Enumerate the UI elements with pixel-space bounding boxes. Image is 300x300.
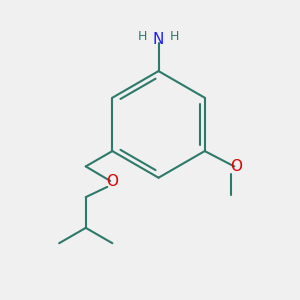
Text: H: H: [170, 31, 179, 44]
Text: O: O: [106, 174, 119, 189]
Text: O: O: [230, 159, 242, 174]
Text: N: N: [153, 32, 164, 46]
Text: H: H: [138, 31, 147, 44]
